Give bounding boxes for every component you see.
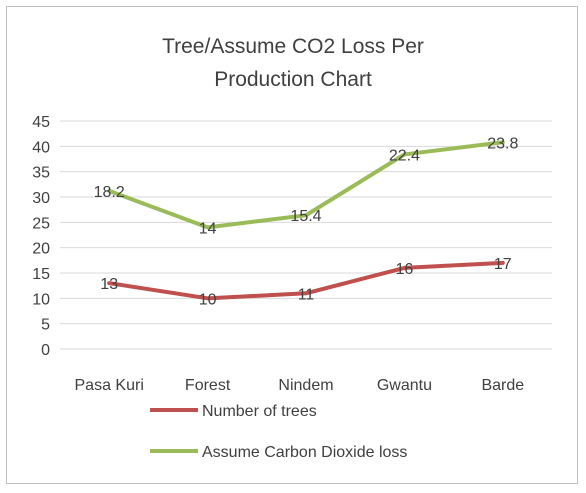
data-label: 15.4	[290, 208, 321, 225]
data-label: 14	[199, 220, 217, 237]
data-label: 17	[494, 256, 512, 273]
y-tick-label: 40	[32, 139, 50, 156]
series-line-1	[107, 140, 505, 230]
data-label: 10	[199, 291, 217, 308]
chart-frame	[6, 6, 578, 484]
legend-label-0: Number of trees	[202, 403, 317, 420]
data-label: 16	[396, 261, 414, 278]
series-line-0	[107, 260, 505, 301]
x-tick-label: Forest	[185, 377, 231, 394]
data-label: 23.8	[487, 135, 518, 152]
y-tick-label: 10	[32, 291, 50, 308]
y-tick-label: 15	[32, 266, 50, 283]
y-tick-label: 20	[32, 241, 50, 258]
x-tick-label: Barde	[481, 377, 524, 394]
x-tick-label: Pasa Kuri	[75, 377, 144, 394]
chart-title: Tree/Assume CO2 Loss Per Production Char…	[162, 35, 424, 91]
x-tick-label: Gwantu	[377, 377, 432, 394]
data-label: 11	[298, 286, 315, 303]
legend-label-1: Assume Carbon Dioxide loss	[202, 444, 407, 461]
y-tick-label: 35	[32, 165, 50, 182]
y-tick-label: 5	[41, 317, 50, 334]
y-tick-label: 45	[32, 114, 50, 131]
y-tick-label: 25	[32, 215, 50, 232]
y-tick-label: 30	[32, 190, 50, 207]
data-label: 13	[100, 276, 118, 293]
data-label: 18.2	[94, 184, 125, 201]
x-tick-label: Nindem	[278, 377, 333, 394]
data-label: 22.4	[389, 147, 420, 164]
y-tick-label: 0	[41, 342, 50, 359]
